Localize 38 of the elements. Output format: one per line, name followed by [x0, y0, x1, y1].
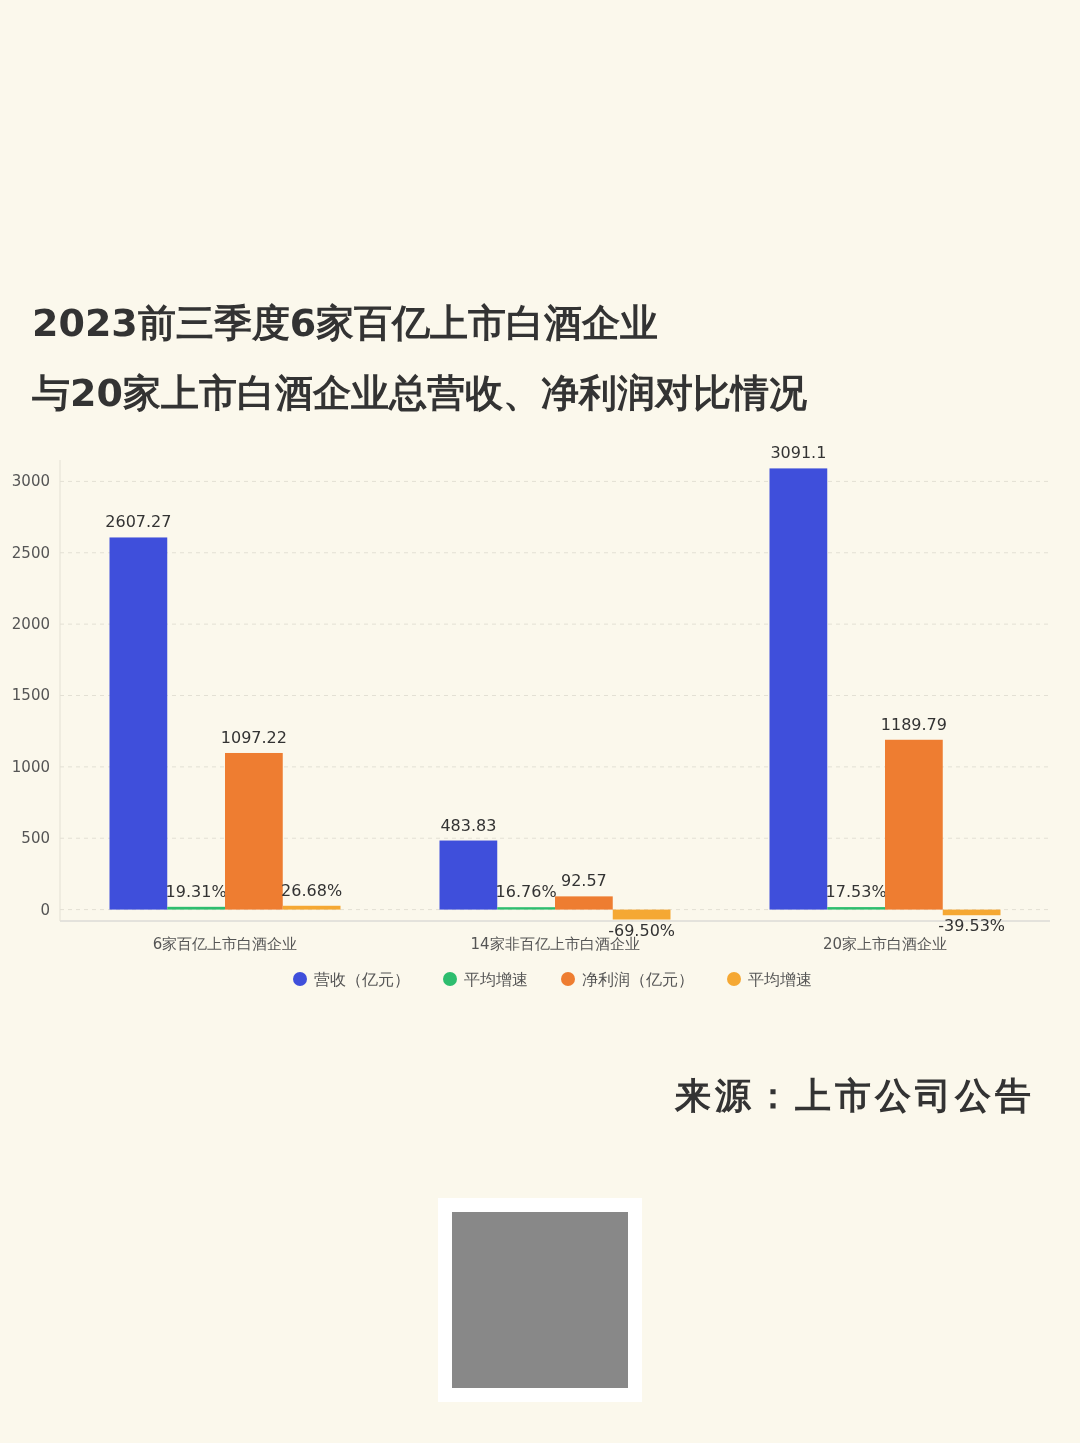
bar: [109, 537, 168, 910]
bar: [612, 909, 671, 920]
bar: [167, 906, 225, 910]
chart-title: 2023前三季度6家百亿上市白酒企业: [32, 301, 659, 345]
bar: [885, 739, 943, 910]
y-tick-label: 2000: [11, 615, 50, 634]
legend-label: 平均增速: [464, 970, 528, 989]
bar: [225, 752, 283, 910]
source-note: 来源：上市公司公告: [674, 1075, 1035, 1116]
data-label: 483.83: [440, 815, 497, 835]
chart-subtitle: 与20家上市白酒企业总营收、净利润对比情况: [32, 371, 807, 415]
y-tick-label: 3000: [11, 472, 50, 491]
data-label: -39.53%: [938, 916, 1006, 936]
x-tick-label: 6家百亿上市白酒企业: [152, 935, 298, 953]
data-label: 92.57: [560, 871, 607, 891]
bar: [555, 896, 613, 910]
y-tick-label: 0: [40, 900, 50, 919]
y-tick-label: 1500: [11, 686, 50, 705]
data-label: 2607.27: [105, 512, 172, 532]
y-tick-label: 500: [21, 829, 50, 848]
bar: [769, 468, 828, 910]
data-label: 1097.22: [220, 727, 287, 747]
data-label: 3091.1: [770, 443, 827, 463]
y-tick-label: 2500: [11, 543, 50, 562]
y-tick-label: 1000: [11, 757, 50, 776]
bar: [439, 840, 498, 910]
data-label: 16.76%: [495, 882, 557, 902]
data-label: 1189.79: [880, 714, 947, 734]
bar: [282, 905, 341, 910]
x-tick-label: 14家非百亿上市白酒企业: [470, 935, 640, 953]
data-label: 17.53%: [825, 882, 887, 902]
legend-label: 净利润（亿元）: [582, 970, 694, 989]
bar: [827, 907, 885, 910]
legend-label: 营收（亿元）: [314, 970, 410, 989]
legend-label: 平均增速: [748, 970, 812, 989]
data-label: 19.31%: [165, 881, 227, 901]
x-tick-label: 20家上市白酒企业: [822, 935, 948, 953]
bar: [497, 907, 555, 910]
